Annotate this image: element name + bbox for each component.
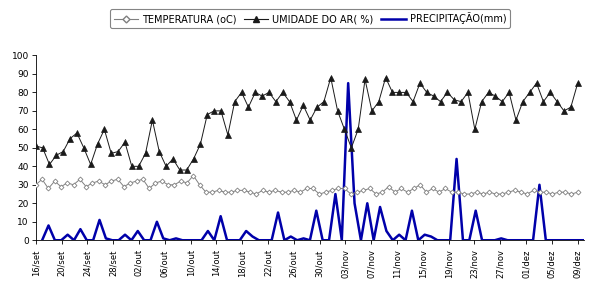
Legend: TEMPERATURA (oC), UMIDADE DO AR( %), PRECIPITAÇÃO(mm): TEMPERATURA (oC), UMIDADE DO AR( %), PRE… <box>110 9 510 28</box>
